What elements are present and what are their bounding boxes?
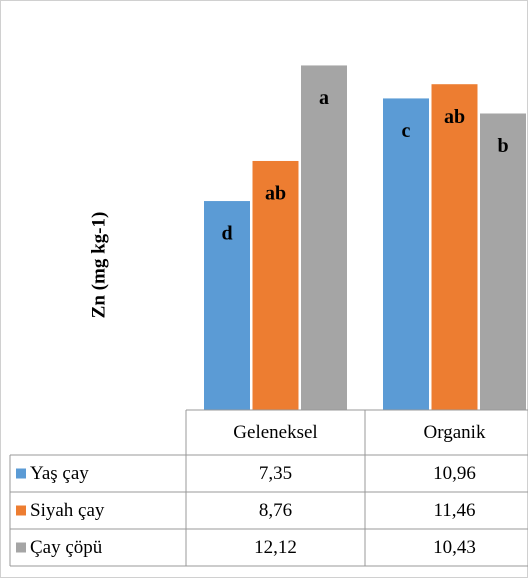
y-axis-label: Zn (mg kg-1) [88,212,109,319]
category-label: Organik [424,422,486,443]
bar [431,84,478,411]
table-value: 7,35 [259,463,292,484]
legend-swatch [16,505,26,516]
bar [301,65,347,411]
bar-letter: d [221,223,232,245]
bar [383,98,429,411]
table-value: 12,12 [254,537,297,558]
legend-swatch [16,468,26,479]
table-value: 8,76 [259,500,292,521]
legend-swatch [16,542,26,553]
bar [204,201,250,410]
legend-label: Yaş çay [30,463,89,484]
category-label: Geleneksel [233,422,317,443]
legend-label: Siyah çay [30,500,105,521]
bar-letter: a [319,87,329,109]
table-value: 10,96 [433,463,476,484]
bar-letter: ab [265,183,286,205]
table-value: 11,46 [433,500,475,521]
bar-letter: c [402,120,411,142]
table-value: 10,43 [433,537,476,558]
bar [480,113,526,411]
bar-letter: ab [444,106,465,128]
legend-label: Çay çöpü [30,537,103,558]
bar-letter: b [497,135,508,157]
bar [252,160,299,410]
